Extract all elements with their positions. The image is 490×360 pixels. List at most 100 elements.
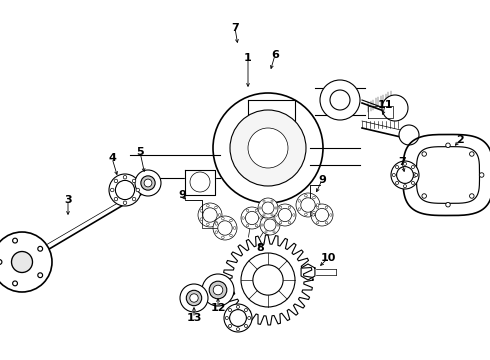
Circle shape — [305, 213, 307, 216]
Circle shape — [38, 273, 43, 278]
Circle shape — [259, 207, 261, 209]
Circle shape — [255, 209, 258, 212]
Circle shape — [395, 166, 399, 168]
Circle shape — [109, 174, 141, 206]
Circle shape — [132, 197, 136, 201]
Text: 2: 2 — [456, 135, 464, 145]
Circle shape — [114, 179, 118, 183]
Circle shape — [218, 214, 221, 216]
Circle shape — [277, 224, 279, 226]
Circle shape — [260, 217, 262, 219]
Circle shape — [190, 172, 210, 192]
Circle shape — [265, 231, 267, 233]
Circle shape — [271, 200, 273, 202]
Circle shape — [241, 253, 295, 307]
Polygon shape — [185, 170, 215, 195]
Circle shape — [247, 316, 251, 320]
Circle shape — [200, 218, 203, 220]
Circle shape — [245, 309, 247, 312]
Circle shape — [116, 180, 135, 199]
Circle shape — [200, 210, 203, 212]
Circle shape — [215, 231, 218, 234]
Circle shape — [263, 214, 265, 216]
Circle shape — [271, 214, 273, 216]
Circle shape — [198, 203, 222, 227]
Circle shape — [202, 274, 234, 306]
Circle shape — [209, 281, 227, 299]
Circle shape — [330, 214, 332, 216]
Circle shape — [144, 179, 152, 187]
Circle shape — [274, 204, 296, 226]
Circle shape — [296, 193, 320, 217]
Polygon shape — [301, 264, 315, 280]
Circle shape — [261, 224, 263, 226]
Circle shape — [298, 208, 301, 211]
Circle shape — [469, 194, 474, 198]
Circle shape — [288, 206, 291, 208]
Circle shape — [141, 176, 155, 190]
Circle shape — [396, 167, 414, 183]
Circle shape — [230, 234, 232, 237]
Circle shape — [422, 194, 426, 198]
Circle shape — [399, 125, 419, 145]
Circle shape — [325, 206, 328, 208]
Circle shape — [0, 232, 52, 292]
Circle shape — [382, 95, 408, 121]
Circle shape — [298, 199, 301, 202]
Text: 10: 10 — [320, 253, 336, 263]
Circle shape — [246, 209, 249, 212]
Text: 11: 11 — [377, 100, 393, 110]
Circle shape — [123, 201, 127, 204]
Circle shape — [207, 204, 209, 207]
Text: 6: 6 — [271, 50, 279, 60]
Circle shape — [132, 179, 136, 183]
Circle shape — [479, 173, 484, 177]
Circle shape — [391, 161, 419, 189]
Circle shape — [403, 185, 407, 188]
Circle shape — [311, 204, 333, 226]
Polygon shape — [403, 135, 490, 216]
Circle shape — [248, 128, 288, 168]
Text: 7: 7 — [231, 23, 239, 33]
Text: 7: 7 — [398, 157, 406, 167]
Circle shape — [278, 208, 292, 222]
Circle shape — [230, 310, 246, 327]
Circle shape — [325, 221, 328, 224]
Circle shape — [245, 211, 259, 225]
Circle shape — [317, 206, 319, 208]
Text: 1: 1 — [244, 53, 252, 63]
Circle shape — [301, 198, 315, 212]
Circle shape — [218, 221, 232, 235]
Circle shape — [221, 236, 224, 239]
Circle shape — [242, 217, 245, 219]
Circle shape — [264, 219, 276, 231]
Circle shape — [213, 93, 323, 203]
Circle shape — [255, 224, 258, 227]
Circle shape — [265, 217, 267, 219]
Circle shape — [317, 221, 319, 224]
Circle shape — [180, 284, 208, 312]
Circle shape — [230, 110, 306, 186]
Circle shape — [230, 219, 232, 222]
Circle shape — [136, 188, 140, 192]
Circle shape — [228, 309, 232, 312]
Circle shape — [13, 238, 18, 243]
Circle shape — [221, 217, 224, 220]
Circle shape — [273, 217, 275, 219]
Circle shape — [273, 231, 275, 233]
Circle shape — [412, 181, 415, 184]
Circle shape — [215, 206, 217, 209]
Text: 5: 5 — [136, 147, 144, 157]
Circle shape — [395, 181, 399, 184]
Text: 9: 9 — [178, 190, 186, 200]
Circle shape — [38, 246, 43, 251]
Circle shape — [215, 221, 217, 224]
Circle shape — [469, 152, 474, 156]
Circle shape — [135, 170, 161, 196]
Circle shape — [320, 80, 360, 120]
Circle shape — [233, 227, 236, 229]
Circle shape — [237, 305, 240, 308]
Circle shape — [237, 328, 240, 331]
Circle shape — [203, 208, 217, 222]
Circle shape — [275, 214, 277, 216]
